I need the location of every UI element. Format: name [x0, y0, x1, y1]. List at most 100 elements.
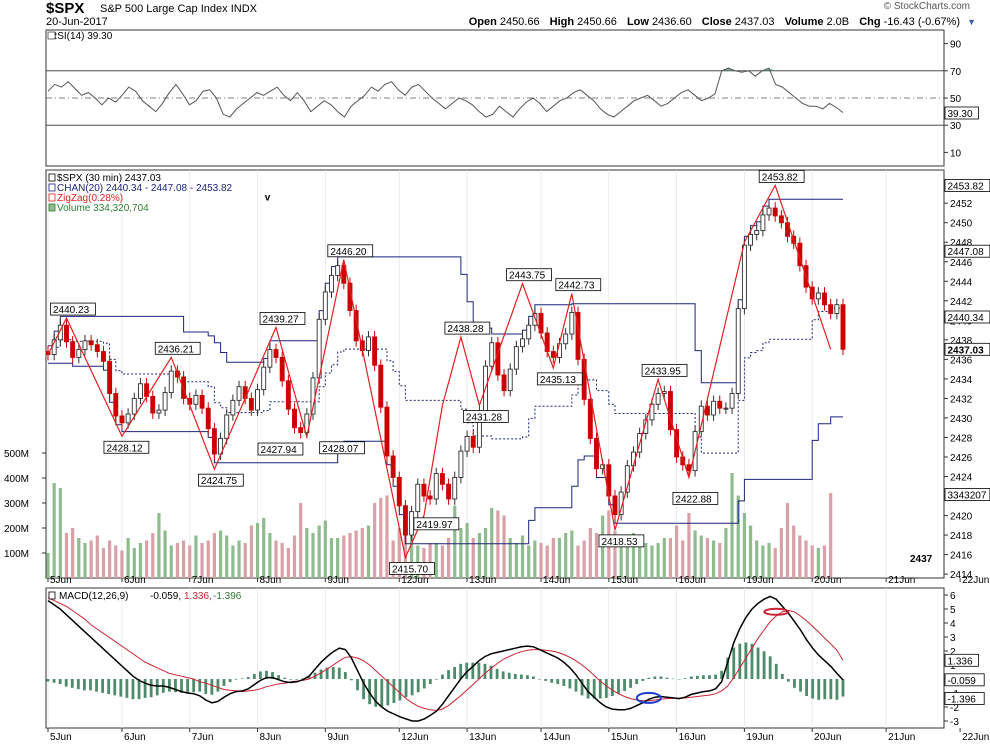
right-label-upper: 2453.82: [948, 181, 985, 192]
macd-legend-swatch: [48, 591, 56, 600]
candle-body: [704, 405, 710, 416]
macd-histogram-bar: [507, 672, 511, 679]
low-label: Low: [626, 16, 649, 28]
macd-histogram-bar: [768, 656, 772, 679]
x-label-5Jun: 5Jun: [50, 575, 72, 586]
volume-bar: [71, 528, 75, 578]
macd-histogram-bar: [246, 677, 250, 679]
candle-body: [273, 349, 279, 358]
zigzag-label-7: 2446.20: [330, 247, 367, 258]
candle-body: [70, 341, 76, 358]
chg-label: Chg: [859, 16, 881, 28]
volume-bar: [138, 543, 143, 578]
macd-histogram-bar: [119, 679, 123, 697]
candle-body: [205, 407, 211, 430]
volume-bar: [200, 543, 204, 578]
price-tick-2434: 2434: [950, 375, 973, 386]
macd-histogram-bar: [477, 662, 481, 679]
macd-histogram-bar: [532, 676, 535, 679]
candle-body: [587, 398, 593, 439]
volume-bar: [551, 538, 555, 578]
macd-histogram-bar: [580, 679, 584, 696]
macd-histogram-bar: [350, 679, 353, 681]
macd-right-signal: 1.336: [948, 656, 973, 667]
macd-histogram-bar: [101, 679, 105, 693]
volume-bar: [711, 540, 716, 578]
volume-bar: [206, 540, 210, 578]
volume-bar: [527, 545, 531, 578]
macd-legend-hist: -1.396: [213, 591, 242, 602]
macd-histogram-bar: [52, 679, 56, 683]
x-label-22Jun: 22Jun: [962, 575, 989, 586]
price-tick-2448: 2448: [950, 238, 973, 249]
macd-histogram-bar: [252, 673, 256, 679]
volume-bar: [163, 530, 167, 578]
candle-body: [107, 360, 113, 394]
macd-histogram-bar: [641, 679, 645, 681]
zigzag-label-13-box: [536, 372, 583, 386]
low-value: 2436.60: [651, 16, 692, 28]
macd-x-label-7Jun: 7Jun: [192, 732, 214, 743]
volume-tick-100M: 100M: [4, 549, 29, 560]
macd-histogram-bar: [714, 674, 717, 679]
volume-bar: [699, 535, 703, 578]
macd-histogram-bar: [422, 679, 426, 689]
volume-bar: [329, 538, 334, 578]
zigzag-label-1-box: [103, 440, 150, 454]
macd-histogram-bar: [186, 679, 189, 693]
description-text: S&P 500 Large Cap Index: [100, 3, 228, 15]
zigzag-label-12: 2443.75: [509, 271, 546, 282]
volume-bar: [613, 530, 617, 578]
macd-panel: [45, 587, 945, 729]
candle-body: [581, 358, 587, 400]
chg-value: -16.43 (-0.67%): [883, 16, 961, 28]
macd-histogram-bar: [398, 679, 402, 701]
volume-bar: [539, 543, 543, 578]
rsi-last-value: 39.30: [948, 109, 973, 120]
candle-body: [298, 427, 304, 434]
macd-histogram-bar: [222, 679, 226, 686]
volume-bar: [644, 543, 648, 578]
macd-histogram-bar: [46, 679, 50, 682]
macd-histogram-bar: [689, 676, 693, 679]
macd-x-label-14Jun: 14Jun: [543, 732, 570, 743]
rsi-tick-50: 50: [950, 94, 962, 105]
zigzag-label-6: 2428.07: [322, 444, 359, 455]
volume-value: 2.0B: [826, 16, 850, 28]
zigzag-label-7-box: [327, 244, 374, 258]
candle-body: [267, 349, 273, 368]
macd-histogram-bar: [598, 679, 602, 699]
zigzag-label-16: 2433.95: [645, 366, 682, 377]
volume-tick-300M: 300M: [4, 499, 29, 510]
open-value: 2450.66: [499, 16, 540, 28]
macd-histogram-bar: [592, 679, 596, 699]
candle-body: [396, 477, 402, 507]
macd-histogram-bar: [653, 676, 657, 679]
volume-bar: [385, 495, 389, 578]
volume-bar: [736, 495, 740, 578]
volume-bar: [483, 528, 488, 578]
zigzag-label-9-box: [413, 517, 460, 531]
volume-bar: [311, 533, 315, 578]
volume-bar: [459, 528, 463, 578]
candle-body: [563, 333, 569, 345]
legend-zigzag-swatch: [48, 193, 56, 202]
volume-bar: [668, 538, 673, 578]
zigzag-label-17-box: [672, 492, 719, 505]
volume-bar: [508, 538, 512, 578]
macd-histogram-bar: [58, 679, 62, 685]
macd-histogram-bar: [356, 679, 359, 691]
volume-bar: [391, 540, 395, 578]
macd-histogram-bar: [671, 678, 675, 680]
macd-histogram-bar: [604, 679, 608, 698]
macd-histogram-bar: [562, 679, 566, 686]
rsi-tick-70: 70: [950, 67, 962, 78]
volume-bar: [471, 538, 475, 578]
volume-bar: [767, 543, 771, 578]
chevron-down-icon[interactable]: ▼: [967, 17, 976, 27]
legend-volume-swatch: [48, 203, 56, 212]
macd-legend-value: -0.059,: [150, 591, 181, 602]
macd-histogram-bar: [780, 673, 784, 679]
macd-tick--2: -2: [950, 703, 959, 714]
macd-histogram-bar: [174, 679, 177, 693]
